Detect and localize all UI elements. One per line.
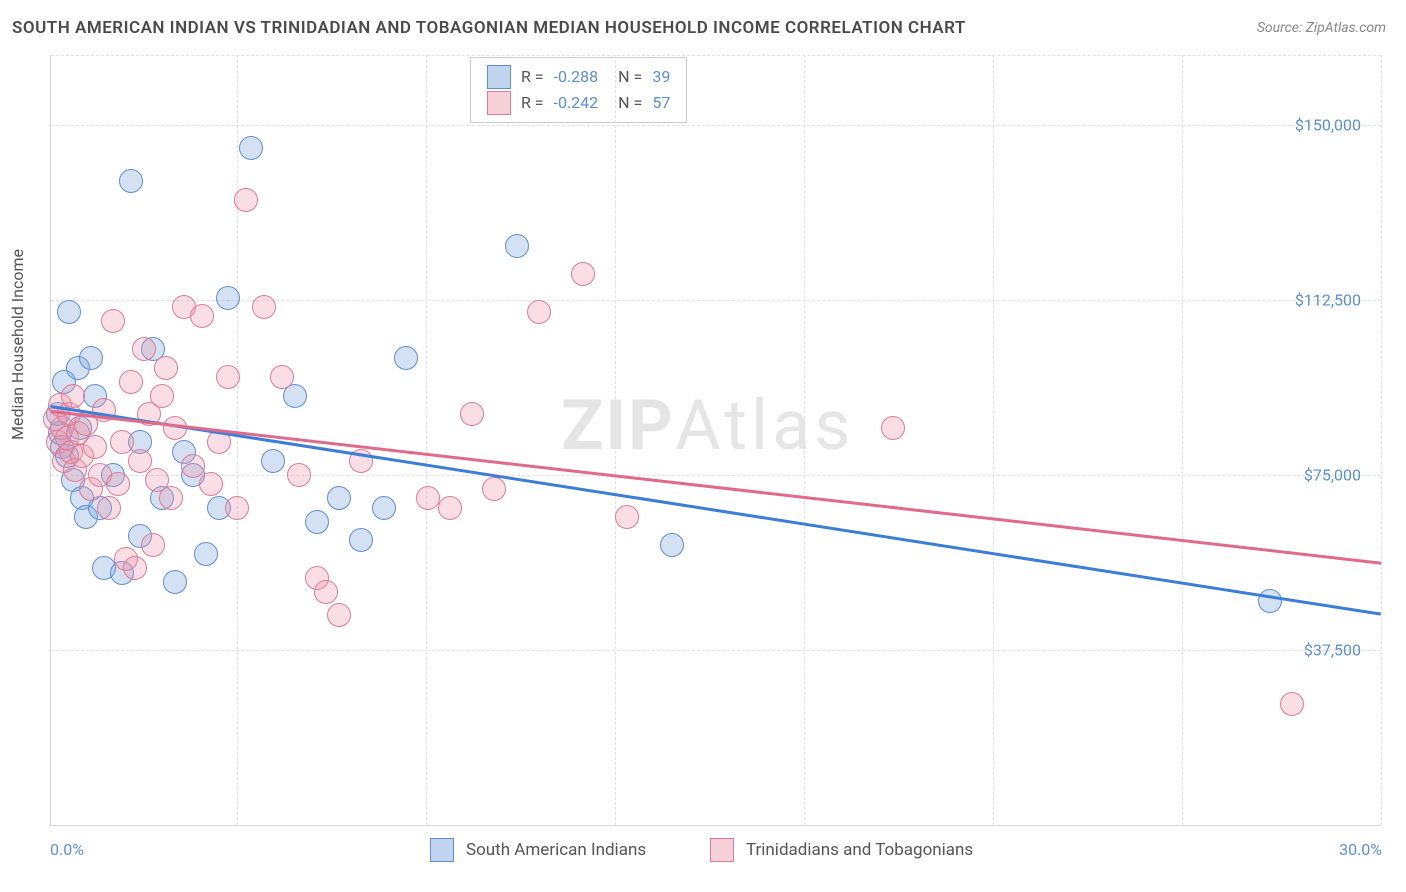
gridline-vertical xyxy=(804,55,805,825)
scatter-point xyxy=(199,472,223,496)
r-label: R = xyxy=(521,64,544,90)
scatter-point xyxy=(881,416,905,440)
y-axis-tick-label: $37,500 xyxy=(1304,641,1361,660)
source-attribution: Source: ZipAtlas.com xyxy=(1257,20,1386,36)
scatter-point xyxy=(163,570,187,594)
scatter-point xyxy=(83,435,107,459)
watermark-rest: Atlas xyxy=(675,385,854,467)
scatter-point xyxy=(482,477,506,501)
scatter-point xyxy=(106,472,130,496)
scatter-point xyxy=(194,542,218,566)
scatter-point xyxy=(327,486,351,510)
watermark: ZIPAtlas xyxy=(561,385,854,467)
scatter-point xyxy=(101,309,125,333)
y-axis-tick-label: $112,500 xyxy=(1295,291,1361,310)
chart-title: SOUTH AMERICAN INDIAN VS TRINIDADIAN AND… xyxy=(12,18,966,38)
scatter-point xyxy=(57,300,81,324)
scatter-point xyxy=(128,449,152,473)
scatter-point xyxy=(159,486,183,510)
y-axis-tick-label: $75,000 xyxy=(1304,466,1361,485)
series-legend-item: South American Indians xyxy=(430,838,646,862)
correlation-legend-row: R = -0.242 N = 57 xyxy=(487,90,670,116)
watermark-bold: ZIP xyxy=(561,385,675,467)
legend-swatch-blue xyxy=(487,65,511,89)
n-value-blue: 39 xyxy=(652,64,670,90)
scatter-point xyxy=(1258,589,1282,613)
series-label: Trinidadians and Tobagonians xyxy=(746,840,973,860)
scatter-point xyxy=(327,603,351,627)
scatter-point xyxy=(239,136,263,160)
correlation-legend: R = -0.288 N = 39 R = -0.242 N = 57 xyxy=(470,57,687,123)
gridline-vertical xyxy=(1182,55,1183,825)
n-label: N = xyxy=(618,90,642,116)
r-label: R = xyxy=(521,90,544,116)
scatter-point xyxy=(505,234,529,258)
scatter-point xyxy=(119,370,143,394)
scatter-point xyxy=(270,365,294,389)
scatter-point xyxy=(216,365,240,389)
scatter-point xyxy=(1280,692,1304,716)
scatter-point xyxy=(438,496,462,520)
scatter-point xyxy=(314,580,338,604)
scatter-point xyxy=(190,304,214,328)
scatter-point xyxy=(349,528,373,552)
legend-swatch-blue xyxy=(430,838,454,862)
scatter-point xyxy=(660,533,684,557)
chart-container: SOUTH AMERICAN INDIAN VS TRINIDADIAN AND… xyxy=(0,0,1406,892)
gridline-vertical xyxy=(993,55,994,825)
scatter-point xyxy=(154,356,178,380)
scatter-point xyxy=(132,337,156,361)
r-value-pink: -0.242 xyxy=(554,90,599,116)
scatter-point xyxy=(571,262,595,286)
scatter-point xyxy=(305,510,329,534)
series-label: South American Indians xyxy=(466,840,646,860)
legend-swatch-pink xyxy=(487,91,511,115)
y-axis-title: Median Household Income xyxy=(8,249,27,440)
scatter-point xyxy=(394,346,418,370)
x-axis-max-label: 30.0% xyxy=(1339,840,1382,859)
n-value-pink: 57 xyxy=(652,90,670,116)
series-legend-item: Trinidadians and Tobagonians xyxy=(710,838,973,862)
scatter-point xyxy=(216,286,240,310)
scatter-point xyxy=(615,505,639,529)
scatter-point xyxy=(416,486,440,510)
scatter-point xyxy=(150,384,174,408)
scatter-point xyxy=(61,384,85,408)
scatter-point xyxy=(287,463,311,487)
correlation-legend-row: R = -0.288 N = 39 xyxy=(487,64,670,90)
scatter-point xyxy=(141,533,165,557)
scatter-point xyxy=(527,300,551,324)
gridline-vertical xyxy=(426,55,427,825)
scatter-point xyxy=(372,496,396,520)
x-axis-min-label: 0.0% xyxy=(50,840,84,859)
scatter-point xyxy=(252,295,276,319)
r-value-blue: -0.288 xyxy=(554,64,599,90)
scatter-point xyxy=(225,496,249,520)
scatter-point xyxy=(181,454,205,478)
n-label: N = xyxy=(618,64,642,90)
scatter-point xyxy=(97,496,121,520)
gridline-vertical xyxy=(1381,55,1382,825)
scatter-point xyxy=(123,556,147,580)
scatter-point xyxy=(261,449,285,473)
scatter-point xyxy=(460,402,484,426)
gridline-vertical xyxy=(615,55,616,825)
scatter-point xyxy=(119,169,143,193)
gridline-vertical xyxy=(237,55,238,825)
scatter-point xyxy=(234,188,258,212)
legend-swatch-pink xyxy=(710,838,734,862)
plot-area: ZIPAtlas R = -0.288 N = 39 R = -0.242 N … xyxy=(50,55,1381,826)
scatter-point xyxy=(79,346,103,370)
y-axis-tick-label: $150,000 xyxy=(1295,116,1361,135)
scatter-point xyxy=(110,430,134,454)
